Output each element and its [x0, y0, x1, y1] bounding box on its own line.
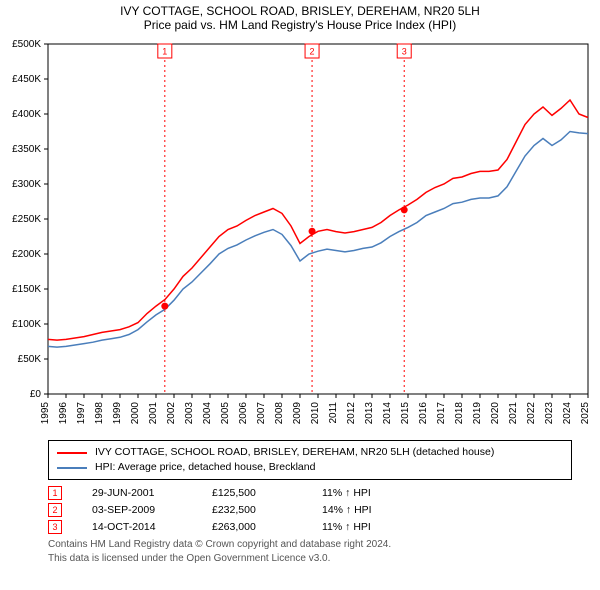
svg-text:£300K: £300K	[12, 179, 41, 190]
marker-date: 14-OCT-2014	[92, 521, 212, 533]
svg-text:2: 2	[310, 47, 315, 57]
legend-item: IVY COTTAGE, SCHOOL ROAD, BRISLEY, DEREH…	[57, 445, 563, 460]
marker-hpi: 11% ↑ HPI	[322, 487, 442, 499]
marker-date: 03-SEP-2009	[92, 504, 212, 516]
marker-row: 3 14-OCT-2014 £263,000 11% ↑ HPI	[48, 520, 572, 534]
svg-text:3: 3	[402, 47, 407, 57]
footer-line: Contains HM Land Registry data © Crown c…	[48, 538, 572, 552]
legend-item: HPI: Average price, detached house, Brec…	[57, 460, 563, 475]
svg-text:2022: 2022	[526, 402, 537, 425]
svg-text:2004: 2004	[202, 402, 213, 425]
svg-text:2016: 2016	[418, 402, 429, 425]
svg-text:2014: 2014	[382, 402, 393, 425]
svg-text:2021: 2021	[508, 402, 519, 425]
legend-swatch	[57, 467, 87, 469]
marker-date: 29-JUN-2001	[92, 487, 212, 499]
markers-table: 1 29-JUN-2001 £125,500 11% ↑ HPI 2 03-SE…	[48, 486, 572, 534]
svg-text:2023: 2023	[544, 402, 555, 425]
svg-text:2008: 2008	[274, 402, 285, 425]
marker-number-box: 1	[48, 486, 62, 500]
svg-text:2002: 2002	[166, 402, 177, 425]
legend: IVY COTTAGE, SCHOOL ROAD, BRISLEY, DEREH…	[48, 440, 572, 480]
svg-text:2024: 2024	[562, 402, 573, 425]
svg-text:£250K: £250K	[12, 214, 41, 225]
chart-area: £0 £50K £100K £150K £200K £250K £300K £350K £400…	[0, 34, 600, 434]
svg-text:2013: 2013	[364, 402, 375, 425]
marker-number-box: 3	[48, 520, 62, 534]
legend-label: IVY COTTAGE, SCHOOL ROAD, BRISLEY, DEREH…	[95, 445, 494, 460]
legend-label: HPI: Average price, detached house, Brec…	[95, 460, 315, 475]
svg-text:1997: 1997	[76, 402, 87, 425]
line-chart-svg: £0 £50K £100K £150K £200K £250K £300K £350K £400…	[0, 34, 600, 434]
svg-text:2012: 2012	[346, 402, 357, 425]
svg-text:2019: 2019	[472, 402, 483, 425]
svg-text:2001: 2001	[148, 402, 159, 425]
marker-row: 1 29-JUN-2001 £125,500 11% ↑ HPI	[48, 486, 572, 500]
svg-text:2006: 2006	[238, 402, 249, 425]
legend-swatch	[57, 452, 87, 454]
marker-price: £232,500	[212, 504, 322, 516]
svg-text:2015: 2015	[400, 402, 411, 425]
svg-text:2009: 2009	[292, 402, 303, 425]
svg-text:2000: 2000	[130, 402, 141, 425]
svg-text:2020: 2020	[490, 402, 501, 425]
marker-number-box: 2	[48, 503, 62, 517]
svg-text:1995: 1995	[40, 402, 51, 425]
svg-text:£100K: £100K	[12, 319, 41, 330]
svg-text:2010: 2010	[310, 402, 321, 425]
svg-text:2003: 2003	[184, 402, 195, 425]
footer-line: This data is licensed under the Open Gov…	[48, 552, 572, 566]
svg-text:2018: 2018	[454, 402, 465, 425]
svg-text:1999: 1999	[112, 402, 123, 425]
svg-text:2005: 2005	[220, 402, 231, 425]
svg-text:£450K: £450K	[12, 74, 41, 85]
svg-text:1996: 1996	[58, 402, 69, 425]
svg-text:£150K: £150K	[12, 284, 41, 295]
svg-text:£200K: £200K	[12, 249, 41, 260]
chart-title-line1: IVY COTTAGE, SCHOOL ROAD, BRISLEY, DEREH…	[0, 4, 600, 18]
svg-text:£500K: £500K	[12, 39, 41, 50]
svg-text:2011: 2011	[328, 402, 339, 424]
svg-text:2007: 2007	[256, 402, 267, 425]
marker-hpi: 14% ↑ HPI	[322, 504, 442, 516]
svg-text:£0: £0	[30, 389, 42, 400]
chart-title-block: IVY COTTAGE, SCHOOL ROAD, BRISLEY, DEREH…	[0, 0, 600, 34]
marker-row: 2 03-SEP-2009 £232,500 14% ↑ HPI	[48, 503, 572, 517]
svg-text:1998: 1998	[94, 402, 105, 425]
svg-text:2017: 2017	[436, 402, 447, 425]
svg-text:2025: 2025	[580, 402, 591, 425]
svg-text:1: 1	[162, 47, 167, 57]
marker-hpi: 11% ↑ HPI	[322, 521, 442, 533]
marker-price: £125,500	[212, 487, 322, 499]
svg-text:£350K: £350K	[12, 144, 41, 155]
chart-title-line2: Price paid vs. HM Land Registry's House …	[0, 18, 600, 32]
marker-price: £263,000	[212, 521, 322, 533]
footer-attribution: Contains HM Land Registry data © Crown c…	[48, 538, 572, 565]
svg-text:£400K: £400K	[12, 109, 41, 120]
svg-text:£50K: £50K	[18, 354, 42, 365]
